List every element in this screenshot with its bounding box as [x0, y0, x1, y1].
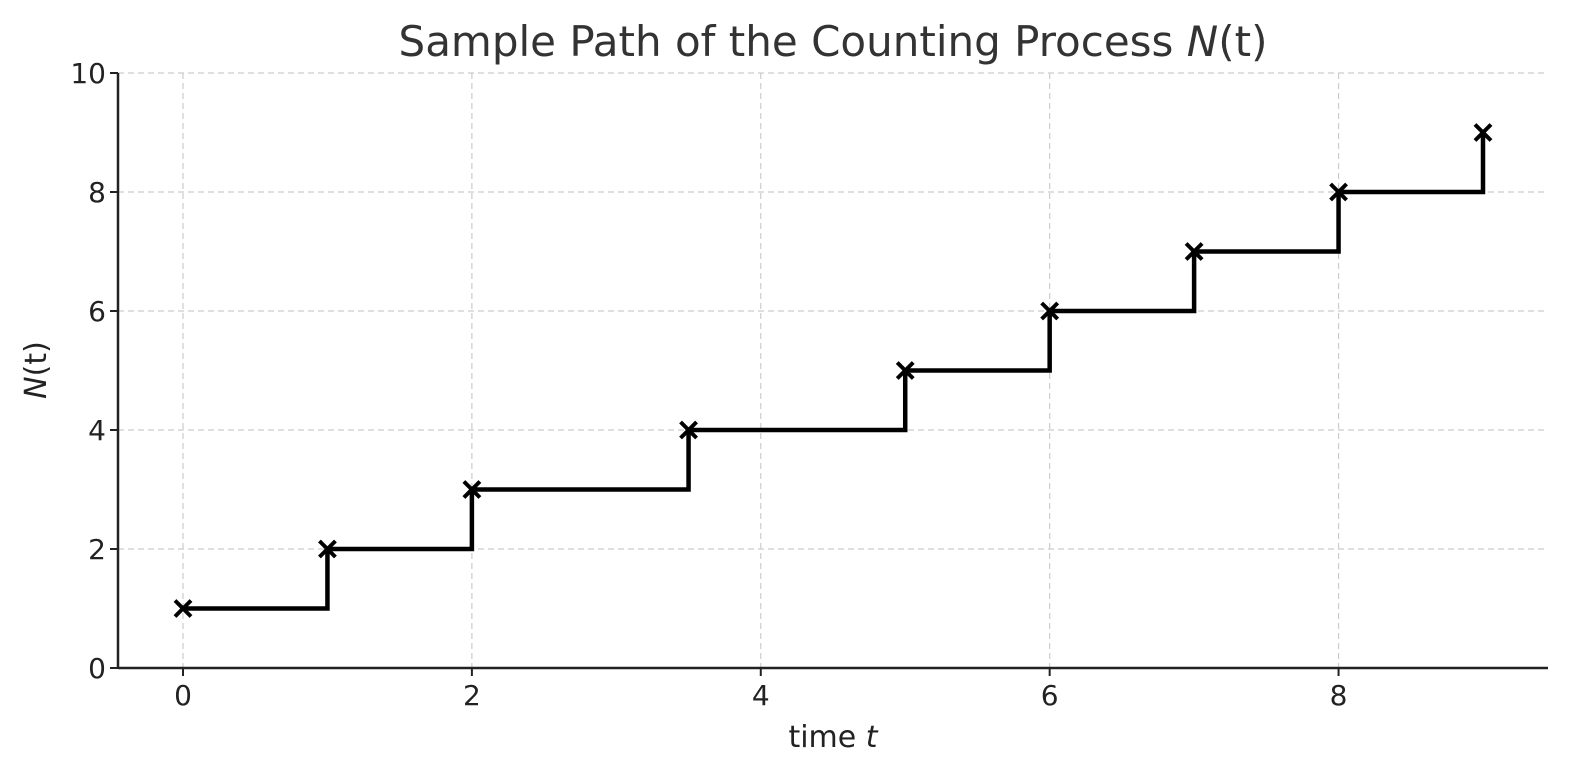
x-axis-label-math: t [866, 720, 879, 755]
x-tick-label: 4 [752, 679, 770, 712]
data-point-marker [173, 599, 193, 618]
marker-stroke [1184, 242, 1204, 261]
data-point-marker [1473, 123, 1493, 142]
marker-stroke [679, 420, 698, 440]
x-tick-label: 0 [174, 679, 192, 712]
y-tick-label: 0 [88, 652, 106, 685]
grid [118, 72, 1548, 668]
data-point-marker [895, 361, 915, 380]
x-tick-label: 2 [463, 679, 481, 712]
chart-title-math-var: N [1187, 17, 1218, 66]
marker-stroke [462, 480, 482, 499]
x-axis-label-text: time [788, 720, 865, 755]
axes [116, 73, 1548, 670]
y-tick-label: 4 [88, 414, 106, 447]
marker-stroke [895, 361, 915, 380]
y-axis-label-math-var: N [19, 376, 54, 398]
data-point-marker [679, 420, 698, 440]
y-axis-label-math-rest: (t) [19, 341, 54, 376]
x-tick-label: 6 [1041, 679, 1059, 712]
series [173, 123, 1493, 618]
y-tick-label: 8 [88, 176, 106, 209]
marker-stroke [1473, 123, 1493, 142]
marker-stroke [173, 599, 193, 618]
data-point-marker [1329, 182, 1348, 202]
marker-stroke [1040, 301, 1060, 321]
marker-stroke [1329, 182, 1348, 202]
chart-title: Sample Path of the Counting Process N(t) [399, 17, 1268, 66]
y-tick-label: 10 [70, 57, 106, 90]
data-point-marker [318, 539, 337, 559]
y-axis-label: N(t) [19, 341, 54, 399]
x-axis-label: time t [788, 720, 878, 755]
chart-title-text: Sample Path of the Counting Process [399, 17, 1187, 66]
data-point-marker [462, 480, 482, 499]
data-point-marker [1040, 301, 1060, 321]
marker-stroke [318, 539, 337, 559]
ticks: 0 2 4 6 8 0 2 4 6 8 10 [70, 57, 1347, 712]
chart-title-math-rest: (t) [1218, 17, 1267, 66]
step-line [183, 132, 1486, 611]
data-point-marker [1184, 242, 1204, 261]
y-tick-label: 6 [88, 295, 106, 328]
y-tick-label: 2 [88, 533, 106, 566]
x-tick-label: 8 [1330, 679, 1348, 712]
